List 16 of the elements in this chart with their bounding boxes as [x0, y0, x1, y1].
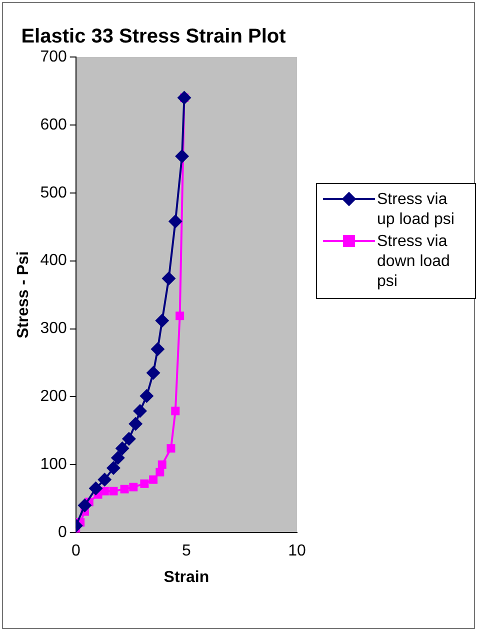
y-tick-label: 400	[40, 252, 67, 270]
legend-label: Stress via down load psi	[377, 232, 451, 292]
x-tick-label: 10	[288, 542, 306, 560]
x-axis-title: Strain	[164, 568, 210, 586]
y-tick-label: 100	[40, 456, 67, 474]
x-tick-label: 0	[71, 542, 80, 560]
y-tick-label: 300	[40, 320, 67, 338]
x-tick-label: 5	[182, 542, 191, 560]
legend-label: Stress via up load psi	[377, 190, 456, 230]
y-tick-label: 500	[40, 184, 67, 202]
y-tick-label: 600	[40, 116, 67, 134]
y-tick-label: 0	[58, 524, 67, 542]
chart-title: Elastic 33 Stress Strain Plot	[21, 26, 286, 48]
y-tick-label: 200	[40, 388, 67, 406]
y-tick-label: 700	[40, 48, 67, 66]
y-axis-title: Stress - Psi	[15, 251, 32, 338]
